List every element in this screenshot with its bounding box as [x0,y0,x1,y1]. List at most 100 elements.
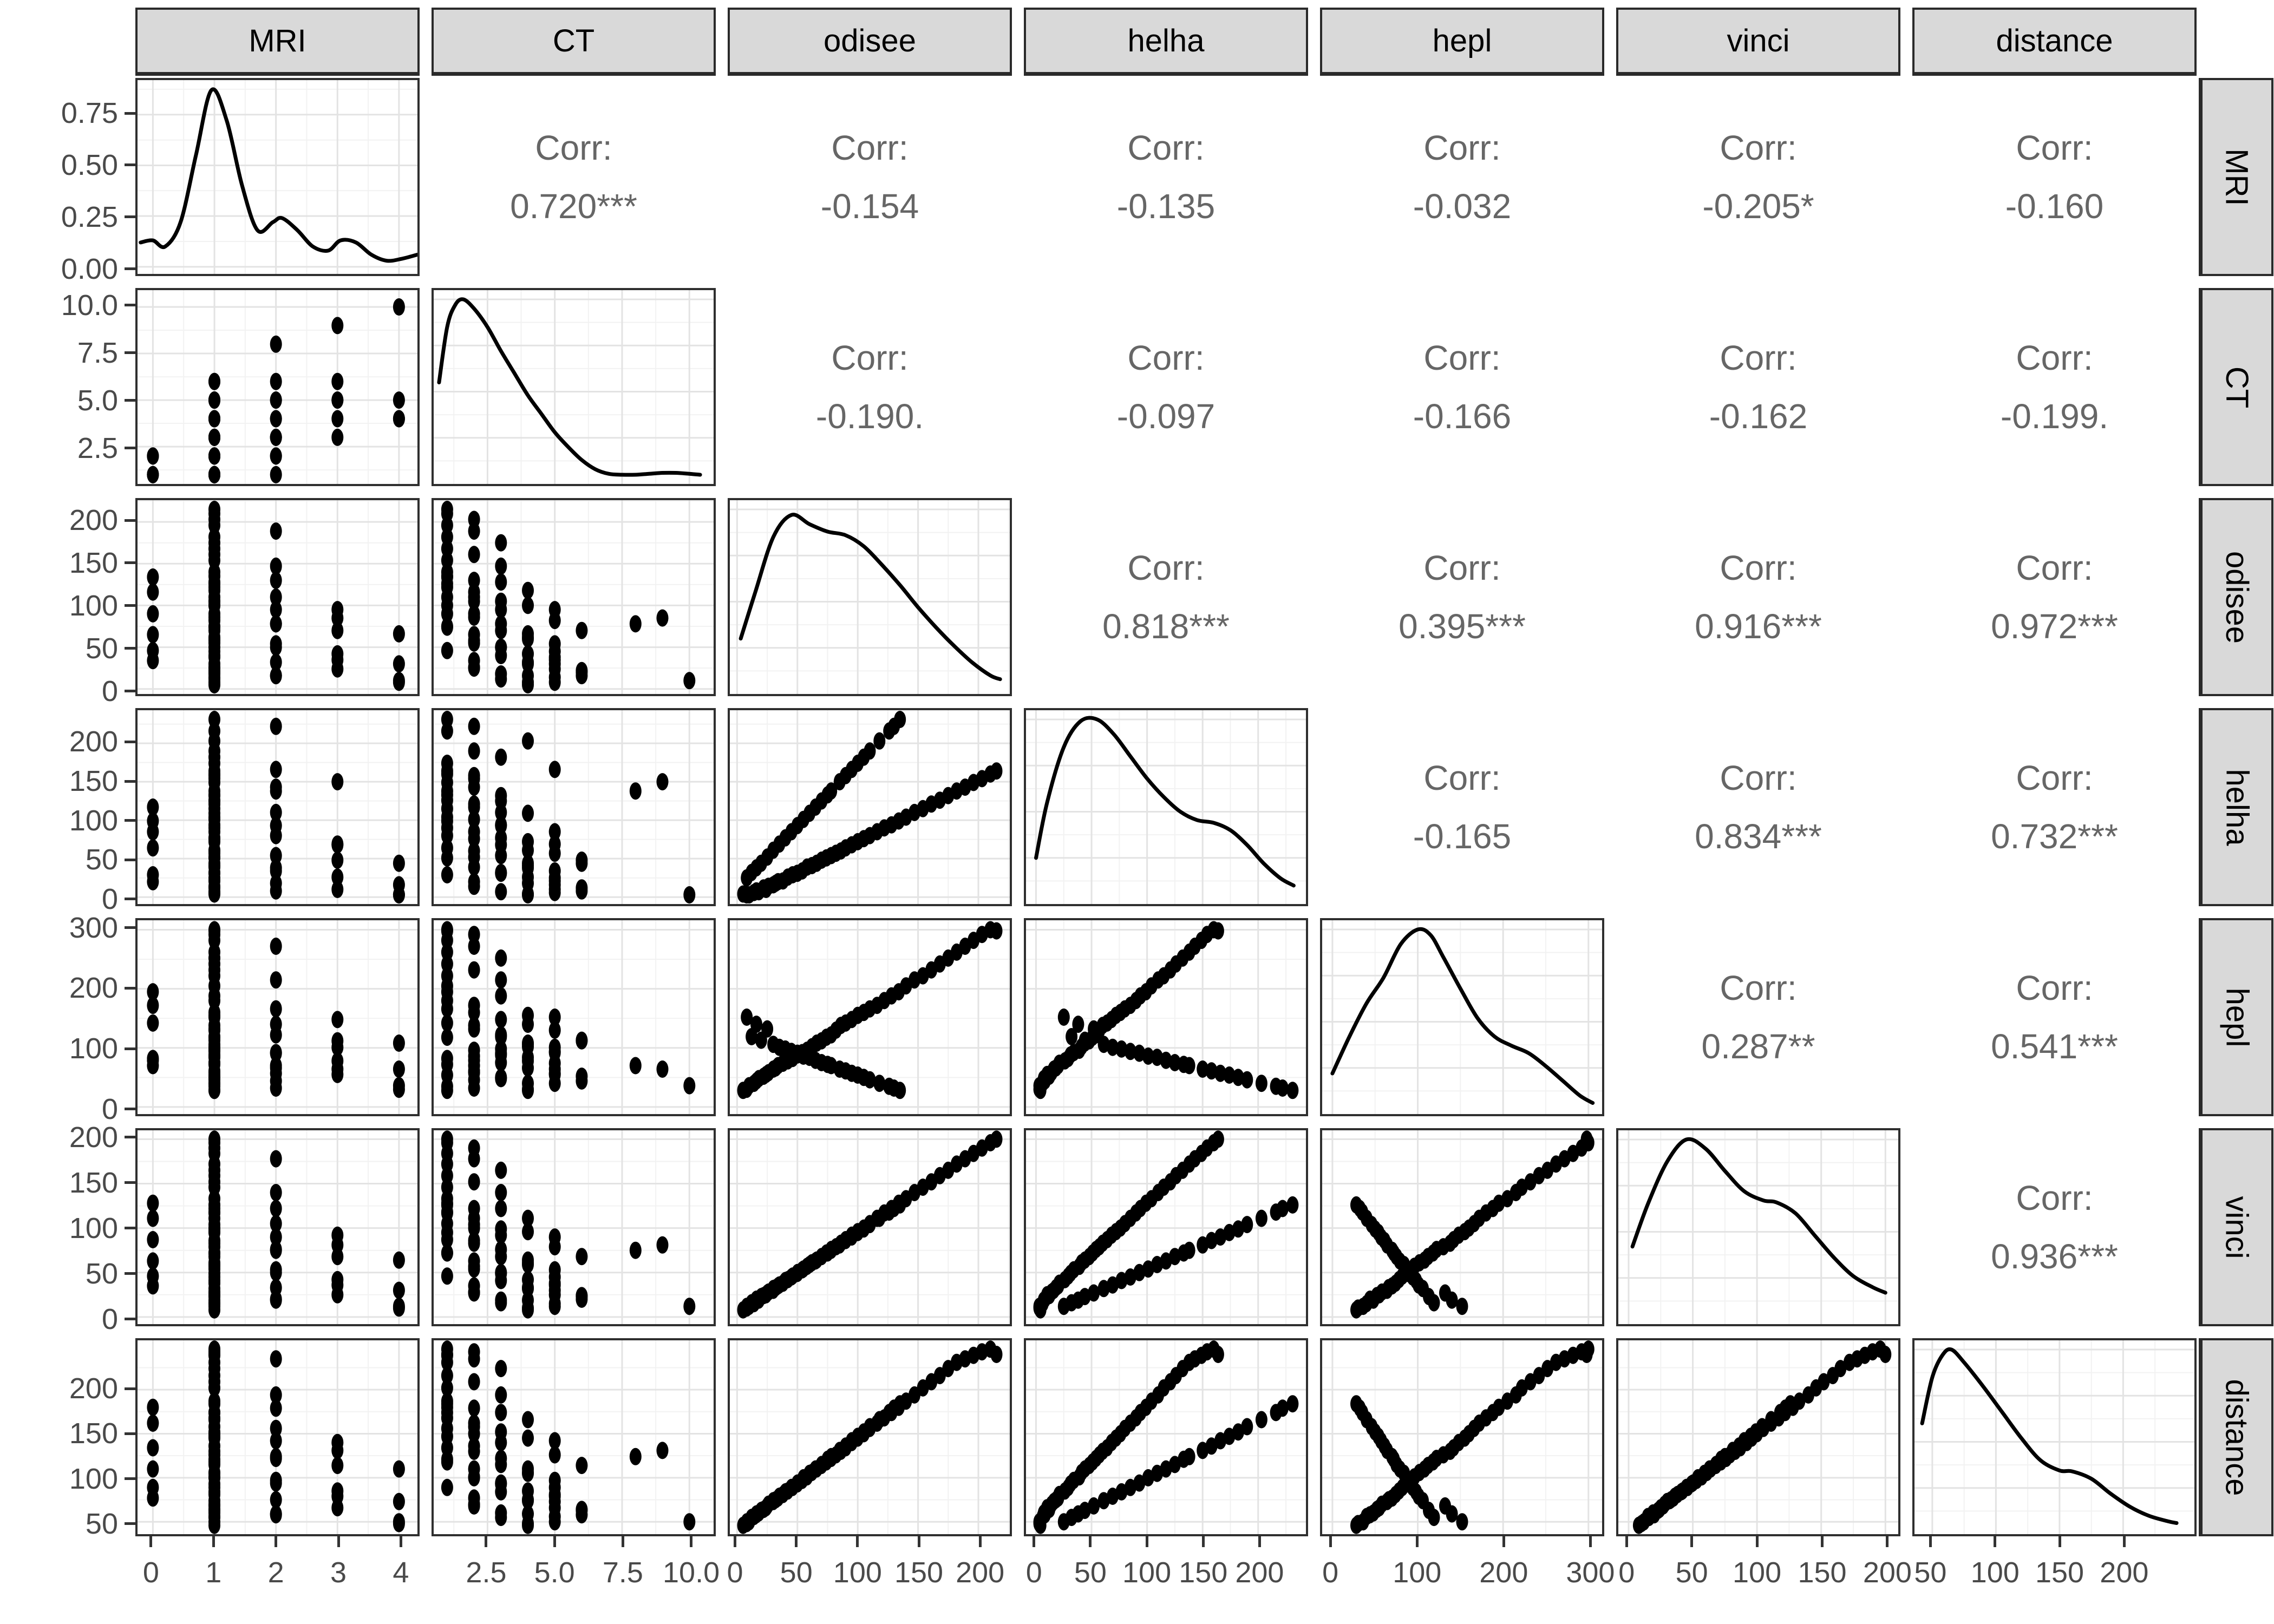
density-panel-distance [1912,1338,2197,1536]
x-tick-label: 200 [1479,1556,1528,1589]
y-tick-label: 0.00 [61,252,118,285]
y-tick-mark [125,926,135,929]
x-tick-label: 2 [267,1556,284,1589]
corr-prefix: Corr: [1127,548,1205,587]
right-strip-hepl: hepl [2199,918,2273,1116]
corr-value-MRI-vs-vinci: -0.205* [1702,187,1814,226]
x-axis-CT: 2.5 5.0 7.5 10.0 [432,1536,720,1620]
y-tick-mark [125,819,135,822]
y-tick-label: 200 [69,1121,118,1154]
y-tick-mark [125,1108,135,1111]
x-axis-helha: 0 50 100 150 200 [1024,1536,1308,1620]
corr-prefix: Corr: [2016,128,2093,167]
corr-cell-CT-vs-distance: Corr: -0.199. [1912,288,2197,486]
x-tick-label: 3 [330,1556,347,1589]
x-tick-mark [485,1536,488,1547]
x-tick-label: 100 [1970,1556,2020,1589]
x-tick-label: 0 [1322,1556,1339,1589]
x-tick-mark [1502,1536,1505,1547]
x-axis-odisee: 0 50 100 150 200 [727,1536,1012,1620]
bottom-right-corner [2208,1548,2273,1620]
corr-value-MRI-vs-CT: 0.720*** [510,187,637,226]
x-tick-mark [399,1536,402,1547]
y-tick-label: 50 [85,843,118,876]
right-strip-MRI: MRI [2199,78,2273,276]
y-tick-label: 50 [85,632,118,665]
x-tick-mark [1145,1536,1148,1547]
scatter-panel-CT-x-hepl-y [432,918,716,1116]
scatter-panel-odisee-x-helha-y [728,708,1012,906]
corr-prefix: Corr: [2016,758,2093,797]
corr-value-MRI-vs-helha: -0.135 [1116,187,1216,226]
top-strip-label-CT: CT [552,23,595,58]
corr-cell-CT-vs-vinci: Corr: -0.162 [1616,288,1900,486]
top-strip-vinci: vinci [1616,8,1900,76]
x-tick-mark [978,1536,982,1547]
x-tick-label: 5.0 [534,1556,575,1589]
right-strip-vinci: vinci [2199,1128,2273,1326]
y-tick-mark [125,604,135,607]
x-tick-label: 0 [727,1556,743,1589]
x-tick-label: 100 [1393,1556,1442,1589]
corr-value-CT-vs-distance: -0.199. [2000,397,2109,436]
x-tick-mark [1589,1536,1592,1547]
corr-prefix: Corr: [1720,758,1797,797]
density-panel-helha [1024,708,1308,906]
corr-cell-CT-vs-hepl: Corr: -0.166 [1320,288,1604,486]
x-tick-label: 200 [956,1556,1005,1589]
corr-prefix: Corr: [1423,758,1501,797]
y-tick-label: 0.50 [61,148,118,181]
corr-cell-hepl-vs-vinci: Corr: 0.287** [1616,918,1900,1116]
x-tick-label: 0 [1618,1556,1635,1589]
corr-cell-MRI-vs-distance: Corr: -0.160 [1912,78,2197,276]
x-tick-label: 50 [1675,1556,1708,1589]
x-tick-mark [553,1536,556,1547]
corr-value-helha-vs-distance: 0.732*** [1991,817,2118,856]
y-tick-mark [125,858,135,861]
y-tick-mark [125,1272,135,1275]
x-tick-mark [2122,1536,2126,1547]
y-tick-label: 150 [69,546,118,579]
density-panel-MRI [135,78,420,276]
x-tick-label: 4 [393,1556,409,1589]
scatter-panel-MRI-x-CT-y [135,288,420,486]
x-tick-label: 100 [833,1556,882,1589]
x-tick-mark [1258,1536,1261,1547]
y-tick-mark [125,780,135,783]
corr-cell-odisee-vs-distance: Corr: 0.972*** [1912,498,2197,696]
x-tick-mark [1994,1536,1997,1547]
top-strip-CT: CT [432,8,716,76]
corr-prefix: Corr: [1720,338,1797,377]
top-strip-odisee: odisee [728,8,1012,76]
scatter-panel-CT-x-vinci-y [432,1128,716,1326]
top-strip-label-distance: distance [1996,23,2113,58]
y-tick-mark [125,1227,135,1230]
corr-prefix: Corr: [1720,968,1797,1007]
top-right-corner [2208,8,2273,66]
x-tick-label: 150 [894,1556,944,1589]
x-tick-label: 10.0 [663,1556,720,1589]
y-tick-label: 0 [101,1092,118,1125]
x-tick-label: 200 [2100,1556,2149,1589]
y-tick-label: 10.0 [61,289,118,322]
y-tick-mark [125,1136,135,1139]
scatter-panel-CT-x-odisee-y [432,498,716,696]
x-tick-mark [1625,1536,1628,1547]
corr-cell-odisee-vs-hepl: Corr: 0.395*** [1320,498,1604,696]
y-axis-distance: 50 100 150 200 [0,1338,135,1540]
y-tick-label: 7.5 [77,336,118,369]
x-tick-label: 150 [1179,1556,1228,1589]
corr-prefix: Corr: [2016,338,2093,377]
scatter-panel-MRI-x-vinci-y [135,1128,420,1326]
right-strip-label-helha: helha [2219,769,2255,846]
x-tick-mark [1201,1536,1205,1547]
y-tick-label: 100 [69,1212,118,1245]
y-tick-mark [125,1432,135,1435]
y-tick-mark [125,647,135,650]
corr-prefix: Corr: [1423,338,1501,377]
x-tick-mark [1089,1536,1092,1547]
y-tick-label: 0 [101,882,118,915]
right-strip-distance: distance [2199,1338,2273,1536]
density-panel-hepl [1320,918,1604,1116]
